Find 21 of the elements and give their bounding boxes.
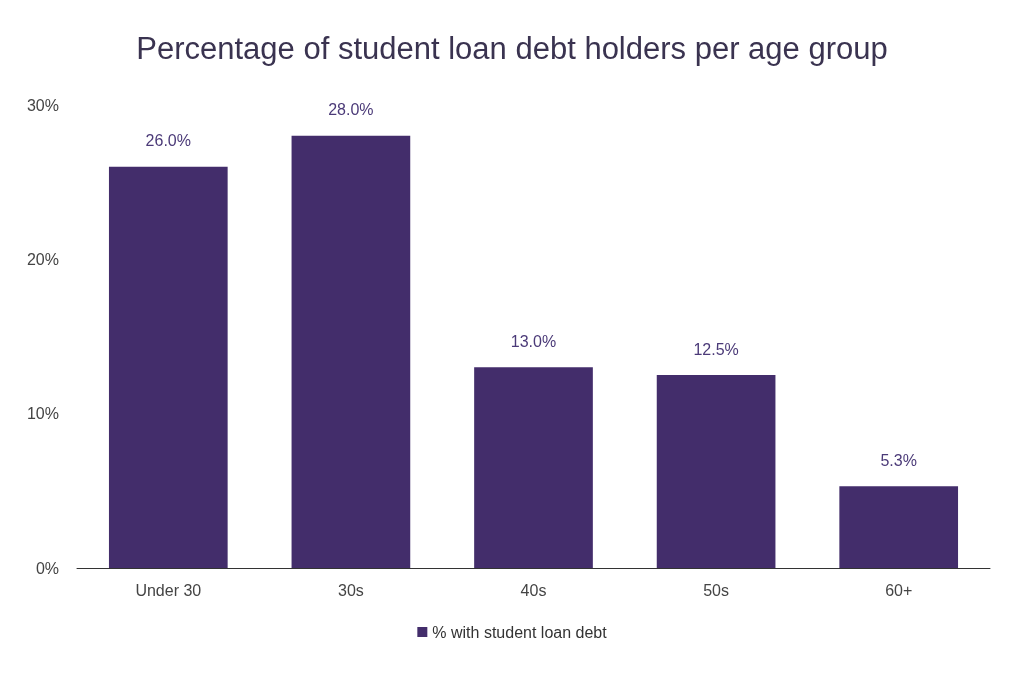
chart-title: Percentage of student loan debt holders per age group bbox=[136, 31, 888, 66]
bar bbox=[291, 135, 411, 568]
x-tick-label: 40s bbox=[520, 581, 547, 599]
data-label: 28.0% bbox=[328, 101, 374, 119]
x-tick-label: Under 30 bbox=[135, 581, 202, 599]
legend-label: % with student loan debt bbox=[432, 623, 608, 641]
bar bbox=[656, 375, 776, 568]
data-label: 13.0% bbox=[510, 332, 557, 350]
data-label: 12.5% bbox=[693, 340, 739, 358]
y-tick-label: 0% bbox=[35, 559, 59, 577]
bar bbox=[839, 486, 959, 568]
y-tick-label: 20% bbox=[26, 250, 59, 268]
x-tick-label: 60+ bbox=[885, 581, 913, 599]
y-tick-label: 30% bbox=[26, 96, 59, 114]
y-tick-label: 10% bbox=[26, 405, 59, 423]
data-label: 5.3% bbox=[880, 451, 917, 469]
x-tick-label: 30s bbox=[338, 581, 364, 599]
bar bbox=[108, 166, 228, 568]
data-label: 26.0% bbox=[145, 132, 191, 150]
x-tick-label: 50s bbox=[703, 581, 729, 599]
bar bbox=[474, 367, 593, 568]
